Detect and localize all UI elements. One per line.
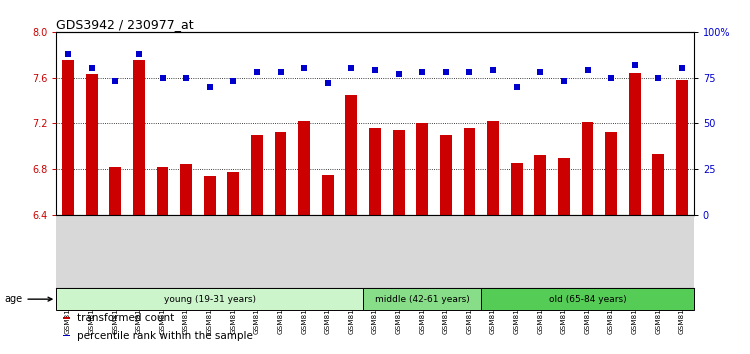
Point [392,71,404,77]
Bar [157,167,169,215]
Bar [62,335,70,336]
Point [274,69,286,75]
Bar [346,95,357,215]
Text: middle (42-61 years): middle (42-61 years) [375,295,470,304]
Bar [204,176,216,215]
Point [86,65,98,71]
Bar [652,154,664,215]
Text: percentile rank within the sample: percentile rank within the sample [76,331,253,341]
Bar [605,132,617,215]
Bar [628,73,640,215]
Text: young (19-31 years): young (19-31 years) [164,295,256,304]
Point [511,84,523,90]
Bar [62,317,70,319]
Bar [581,122,593,215]
Bar [274,132,286,215]
Bar [180,165,192,215]
Bar [86,74,98,215]
Bar [534,155,546,215]
Bar [110,167,122,215]
Point [369,68,381,73]
Bar [363,288,482,310]
Bar [298,121,310,215]
Bar [488,121,499,215]
Point [676,65,688,71]
Bar [393,130,404,215]
Point [652,75,664,80]
Point [180,75,192,80]
Bar [558,158,570,215]
Point [487,68,499,73]
Point [440,69,452,75]
Text: age: age [4,294,52,304]
Point [133,51,145,57]
Point [605,75,617,80]
Point [298,65,310,71]
Point [204,84,216,90]
Point [534,69,546,75]
Point [110,79,122,84]
Text: transformed count: transformed count [76,313,174,324]
Bar [416,123,428,215]
Text: GDS3942 / 230977_at: GDS3942 / 230977_at [56,18,194,31]
Point [62,51,74,57]
Bar [62,61,74,215]
Point [558,79,570,84]
Bar [369,128,381,215]
Point [628,62,640,68]
Point [416,69,428,75]
Bar [511,163,523,215]
Point [251,69,263,75]
Point [157,75,169,80]
Bar [227,172,239,215]
Bar [440,135,452,215]
Point [464,69,476,75]
Bar [322,175,334,215]
Bar [251,135,262,215]
Bar [464,128,476,215]
Bar [482,288,694,310]
Bar [133,61,145,215]
Point [322,80,334,86]
Point [346,65,358,71]
Point [581,68,593,73]
Bar [56,288,363,310]
Bar [676,80,688,215]
Point [227,79,239,84]
Text: old (65-84 years): old (65-84 years) [549,295,626,304]
